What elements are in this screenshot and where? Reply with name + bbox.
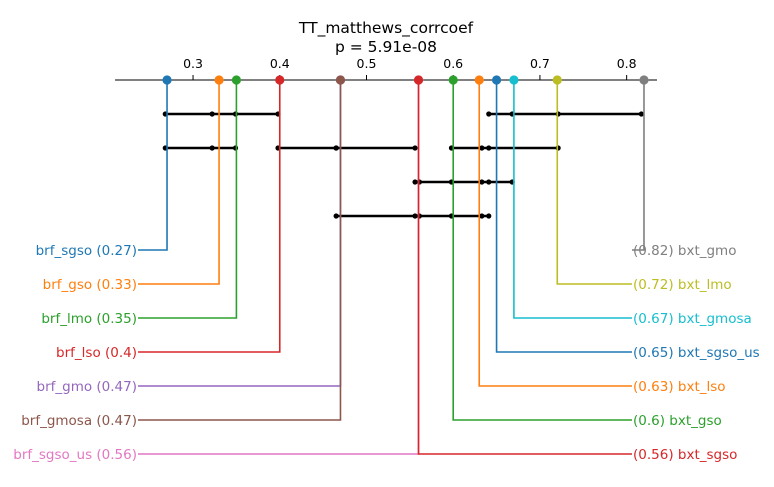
axis-tick-label: 0.4 [270, 56, 290, 71]
chart-subtitle: p = 5.91e-08 [335, 38, 437, 56]
method-marker-brf_sgso [162, 75, 172, 85]
method-label-bxt_lmo: (0.72) bxt_lmo [633, 277, 732, 293]
method-label-brf_sgso_us: brf_sgso_us (0.56) [13, 447, 137, 463]
method-label-bxt_gso: (0.6) bxt_gso [633, 413, 722, 429]
method-label-bxt_lso: (0.63) bxt_lso [633, 379, 726, 395]
clique-point [412, 179, 418, 185]
method-line-brf_sgso [138, 80, 168, 251]
clique-point [412, 213, 418, 219]
method-marker-bxt_sgso [413, 75, 424, 85]
method-line-bxt_gmo [632, 80, 645, 251]
clique-point [232, 145, 239, 151]
method-line-bxt_sgso [417, 80, 632, 455]
method-lines: brf_sgso (0.27) brf_gso (0.33) brf_lmo (0.… [13, 75, 760, 463]
clique-point [638, 111, 644, 117]
method-line-brf_sgso_us [138, 80, 420, 455]
method-line-bxt_sgso_us [495, 80, 632, 353]
method-label-brf_lmo: brf_lmo (0.35) [41, 311, 137, 327]
method-label-bxt_sgso: (0.56) bxt_sgso [633, 447, 737, 463]
method-marker-bxt_lmo [552, 75, 562, 85]
method-line-brf_gso [138, 80, 220, 285]
method-marker-bxt_gmosa [509, 75, 519, 85]
axis-tick-label: 0.3 [183, 56, 203, 71]
clique-point [412, 145, 418, 151]
clique-point [486, 111, 492, 117]
method-label-brf_gmosa: brf_gmosa (0.47) [21, 413, 137, 429]
method-label-bxt_gmosa: (0.67) bxt_gmosa [633, 311, 752, 327]
clique-point [333, 213, 339, 219]
method-label-brf_gso: brf_gso (0.33) [43, 277, 137, 293]
method-marker-brf_lso [275, 75, 285, 85]
axis-tick-label: 0.5 [357, 56, 377, 71]
axis-tick-label: 0.8 [617, 56, 637, 71]
method-label-brf_gmo: brf_gmo (0.47) [37, 379, 138, 395]
clique-point [486, 179, 492, 185]
method-marker-bxt_gmo [639, 75, 649, 85]
method-line-bxt_gmosa [513, 80, 632, 319]
clique-point [555, 111, 561, 117]
method-line-bxt_lmo [556, 80, 632, 285]
clique-point [479, 179, 485, 185]
method-label-bxt_gmo: (0.82) bxt_gmo [633, 243, 736, 259]
method-line-brf_gmo [138, 80, 342, 387]
method-marker-bxt_gso [448, 75, 458, 85]
axis-tick-label: 0.6 [443, 56, 463, 71]
method-marker-bxt_lso [474, 75, 484, 85]
clique-point [209, 145, 215, 151]
method-line-brf_lso [138, 80, 281, 353]
chart-title: TT_matthews_corrcoef [298, 19, 474, 38]
clique-bars [162, 111, 644, 219]
clique-point [479, 213, 485, 219]
method-line-bxt_gso [452, 80, 632, 421]
clique-point [209, 111, 215, 117]
clique-point [486, 213, 492, 219]
method-marker-brf_lmo [231, 75, 242, 85]
method-line-brf_gmosa [138, 80, 342, 421]
clique-point [416, 213, 422, 219]
axis: 0.3 0.4 0.5 0.6 0.7 0.8 [115, 56, 657, 81]
clique-point [555, 145, 561, 151]
method-label-brf_sgso: brf_sgso (0.27) [36, 243, 137, 259]
method-marker-brf_gso [214, 75, 224, 85]
clique-point [232, 111, 239, 117]
axis-tick-label: 0.7 [530, 56, 550, 71]
clique-point [416, 179, 422, 185]
method-line-brf_lmo [138, 80, 238, 319]
clique-point [486, 145, 492, 151]
method-marker-brf_gmosa [335, 75, 346, 85]
clique-point [333, 145, 339, 151]
method-label-bxt_sgso_us: (0.65) bxt_sgso_us [633, 345, 760, 361]
method-label-brf_lso: brf_lso (0.4) [56, 345, 137, 361]
method-line-bxt_lso [478, 80, 632, 387]
method-marker-bxt_sgso_us [491, 75, 502, 85]
clique-point [479, 145, 485, 151]
